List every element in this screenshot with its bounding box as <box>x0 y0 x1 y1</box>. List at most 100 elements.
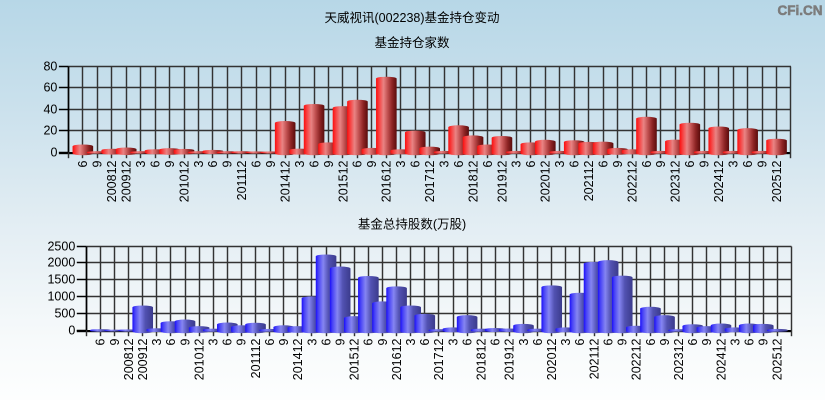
svg-text:202112: 202112 <box>582 160 596 201</box>
svg-text:6: 6 <box>148 160 162 167</box>
svg-text:3: 3 <box>728 338 742 345</box>
svg-text:201612: 201612 <box>380 160 394 202</box>
svg-text:0: 0 <box>68 324 75 338</box>
svg-text:3: 3 <box>726 160 740 167</box>
svg-text:2000: 2000 <box>47 256 75 270</box>
svg-text:6: 6 <box>741 160 755 167</box>
svg-text:202212: 202212 <box>625 160 639 202</box>
svg-text:6: 6 <box>573 338 587 345</box>
svg-text:201412: 201412 <box>278 160 292 202</box>
svg-text:6: 6 <box>418 338 432 345</box>
svg-text:201712: 201712 <box>423 160 437 202</box>
svg-text:500: 500 <box>54 307 75 321</box>
svg-text:9: 9 <box>277 338 291 345</box>
svg-text:3: 3 <box>207 338 221 345</box>
svg-text:基金持仓家数: 基金持仓家数 <box>374 35 450 50</box>
svg-text:3: 3 <box>293 160 307 167</box>
svg-text:201612: 201612 <box>390 338 404 380</box>
svg-text:201712: 201712 <box>432 338 446 380</box>
svg-text:6: 6 <box>164 338 178 345</box>
svg-text:9: 9 <box>658 338 672 345</box>
svg-text:201512: 201512 <box>336 160 350 202</box>
svg-text:9: 9 <box>264 160 278 167</box>
svg-text:202012: 202012 <box>539 160 553 202</box>
svg-text:9: 9 <box>163 160 177 167</box>
svg-text:6: 6 <box>409 160 423 167</box>
svg-text:6: 6 <box>601 338 615 345</box>
svg-text:6: 6 <box>640 160 654 167</box>
svg-text:9: 9 <box>654 160 668 167</box>
svg-text:200912: 200912 <box>136 338 150 380</box>
svg-text:6: 6 <box>319 338 333 345</box>
svg-text:6: 6 <box>206 160 220 167</box>
svg-text:3: 3 <box>559 338 573 345</box>
svg-text:20: 20 <box>43 124 57 138</box>
svg-text:3: 3 <box>553 160 567 167</box>
svg-text:202312: 202312 <box>672 338 686 380</box>
svg-text:3: 3 <box>150 338 164 345</box>
svg-text:6: 6 <box>596 160 610 167</box>
svg-text:60: 60 <box>43 81 57 95</box>
svg-text:201812: 201812 <box>466 160 480 202</box>
svg-text:6: 6 <box>263 338 277 345</box>
svg-text:6: 6 <box>683 160 697 167</box>
svg-text:9: 9 <box>611 160 625 167</box>
svg-text:200912: 200912 <box>120 160 134 202</box>
svg-text:3: 3 <box>134 160 148 167</box>
svg-text:6: 6 <box>351 160 365 167</box>
svg-text:200812: 200812 <box>105 160 119 202</box>
svg-text:6: 6 <box>524 160 538 167</box>
svg-text:1500: 1500 <box>47 273 75 287</box>
svg-text:9: 9 <box>221 160 235 167</box>
svg-text:6: 6 <box>452 160 466 167</box>
svg-text:CFi.CN: CFi.CN <box>778 3 823 18</box>
svg-text:9: 9 <box>616 338 630 345</box>
svg-text:9: 9 <box>235 338 249 345</box>
svg-text:40: 40 <box>43 103 57 117</box>
svg-text:6: 6 <box>94 338 108 345</box>
svg-text:6: 6 <box>568 160 582 167</box>
svg-text:202412: 202412 <box>712 160 726 202</box>
svg-text:202112: 202112 <box>587 338 601 379</box>
svg-text:6: 6 <box>686 338 700 345</box>
svg-text:202212: 202212 <box>630 338 644 380</box>
svg-text:200812: 200812 <box>122 338 136 380</box>
svg-text:3: 3 <box>305 338 319 345</box>
svg-text:基金总持股数(万股): 基金总持股数(万股) <box>358 217 466 232</box>
svg-text:9: 9 <box>700 338 714 345</box>
svg-text:3: 3 <box>192 160 206 167</box>
svg-text:0: 0 <box>50 146 57 160</box>
svg-text:3: 3 <box>394 160 408 167</box>
svg-text:6: 6 <box>644 338 658 345</box>
svg-text:202312: 202312 <box>669 160 683 202</box>
svg-text:201112: 201112 <box>249 338 263 378</box>
svg-text:9: 9 <box>376 338 390 345</box>
svg-text:6: 6 <box>742 338 756 345</box>
svg-text:3: 3 <box>517 338 531 345</box>
svg-text:天威视讯(002238)基金持仓变动: 天威视讯(002238)基金持仓变动 <box>324 10 499 25</box>
svg-text:6: 6 <box>489 338 503 345</box>
svg-text:9: 9 <box>178 338 192 345</box>
svg-text:201112: 201112 <box>235 160 249 200</box>
svg-text:3: 3 <box>404 338 418 345</box>
svg-text:201912: 201912 <box>495 160 509 202</box>
svg-text:9: 9 <box>91 160 105 167</box>
svg-text:201012: 201012 <box>177 160 191 202</box>
svg-text:6: 6 <box>221 338 235 345</box>
svg-text:6: 6 <box>307 160 321 167</box>
svg-text:9: 9 <box>755 160 769 167</box>
svg-text:9: 9 <box>757 338 771 345</box>
svg-text:80: 80 <box>43 60 57 74</box>
svg-text:202512: 202512 <box>771 338 785 380</box>
svg-text:202412: 202412 <box>714 338 728 380</box>
svg-text:6: 6 <box>481 160 495 167</box>
svg-text:3: 3 <box>510 160 524 167</box>
svg-text:202012: 202012 <box>545 338 559 380</box>
svg-text:201412: 201412 <box>291 338 305 380</box>
svg-text:9: 9 <box>333 338 347 345</box>
svg-text:201812: 201812 <box>475 338 489 380</box>
svg-text:201912: 201912 <box>503 338 517 380</box>
svg-text:6: 6 <box>531 338 545 345</box>
svg-text:202512: 202512 <box>770 160 784 202</box>
svg-text:9: 9 <box>698 160 712 167</box>
